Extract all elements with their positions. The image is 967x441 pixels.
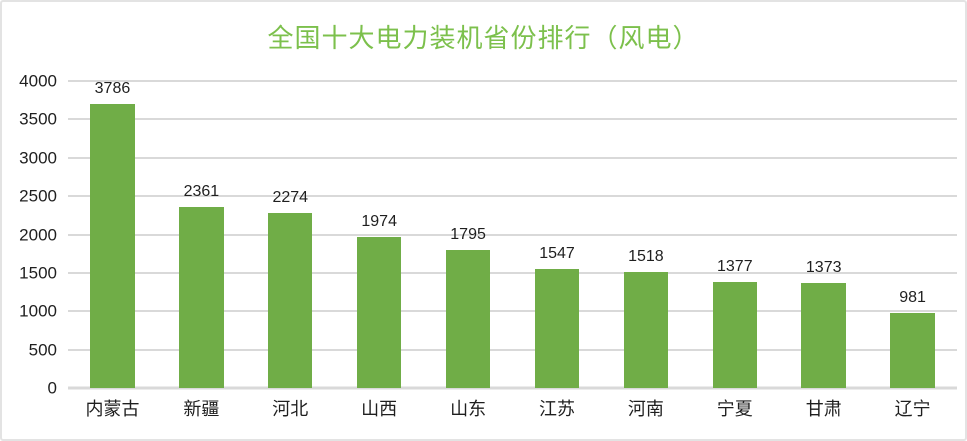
y-axis-tick-label: 0 (47, 378, 57, 398)
bars: 3786 2361 2274 1974 1795 1547 1518 1377 1373 981 (68, 81, 957, 388)
bar-value-label: 1795 (450, 226, 486, 244)
bar (90, 104, 135, 388)
bar (801, 282, 846, 388)
plot-area: 3786 2361 2274 1974 1795 1547 1518 1377 1373 981 (68, 80, 957, 390)
bar-slot: 2274 (246, 81, 335, 388)
y-axis-tick-label: 4000 (19, 71, 57, 91)
y-axis-tick-label: 3500 (19, 109, 57, 129)
x-axis-category-label: 甘肃 (805, 399, 842, 419)
bar-slot: 1795 (424, 81, 513, 388)
bar-value-label: 2361 (183, 182, 220, 200)
y-axis-tick-label: 1500 (19, 263, 57, 283)
gridline (68, 80, 957, 82)
y-axis-tick-label: 1000 (19, 301, 57, 321)
bar (890, 312, 935, 388)
bar (268, 213, 313, 388)
gridline (68, 271, 957, 274)
bar-slot: 1373 (779, 81, 868, 388)
bar-value-label: 1974 (361, 212, 397, 230)
bar-value-label: 1518 (628, 247, 664, 265)
bar-slot: 1377 (690, 81, 779, 388)
x-axis-category-label: 河北 (272, 399, 309, 419)
y-axis-tick-label: 2500 (19, 186, 57, 206)
bar-value-label: 3786 (94, 80, 131, 97)
bar (445, 250, 491, 388)
x-axis-category-label: 山西 (361, 399, 398, 419)
x-axis-category-label: 山东 (450, 399, 487, 419)
bar (712, 282, 758, 388)
y-axis-tick-label: 3000 (19, 148, 57, 168)
bar-value-label: 981 (899, 288, 926, 306)
bar-value-label: 1377 (717, 258, 753, 276)
bar (534, 269, 580, 388)
bar-value-label: 2274 (272, 189, 309, 207)
gridline (68, 156, 957, 159)
gridline (68, 348, 957, 351)
bar (356, 236, 402, 388)
y-axis-tick-label: 500 (28, 340, 57, 360)
bar (623, 271, 669, 388)
x-axis-category-label: 宁夏 (716, 399, 753, 419)
bar-value-label: 1547 (539, 245, 575, 263)
y-axis-tick-label: 2000 (19, 225, 57, 244)
bar-slot: 1974 (335, 81, 424, 388)
chart-title: 全国十大电力装机省份排行（风电） (267, 23, 700, 53)
x-axis: 内蒙古 新疆 河北 山西 山东 江苏 河南 宁夏 甘肃 辽宁 (68, 398, 957, 421)
x-axis-category-label: 河南 (627, 399, 664, 419)
gridline (68, 310, 957, 313)
gridline (68, 233, 957, 236)
bar (179, 206, 224, 388)
bar-slot: 981 (868, 81, 957, 388)
y-axis: 0 500 1000 1500 2000 2500 3000 3500 4000 (2, 73, 57, 397)
bar-slot: 3786 (68, 81, 157, 388)
x-axis-category-label: 辽宁 (894, 399, 931, 419)
x-axis-line (68, 386, 957, 390)
gridline (68, 195, 957, 198)
bar-value-label: 1373 (805, 258, 842, 276)
gridline (68, 118, 957, 121)
bar-slot: 1547 (513, 81, 602, 388)
x-axis-category-label: 新疆 (183, 399, 220, 419)
bar-slot: 1518 (601, 81, 690, 388)
x-axis-category-label: 江苏 (538, 399, 575, 419)
x-axis-category-label: 内蒙古 (85, 399, 140, 419)
bar-slot: 2361 (157, 81, 246, 388)
